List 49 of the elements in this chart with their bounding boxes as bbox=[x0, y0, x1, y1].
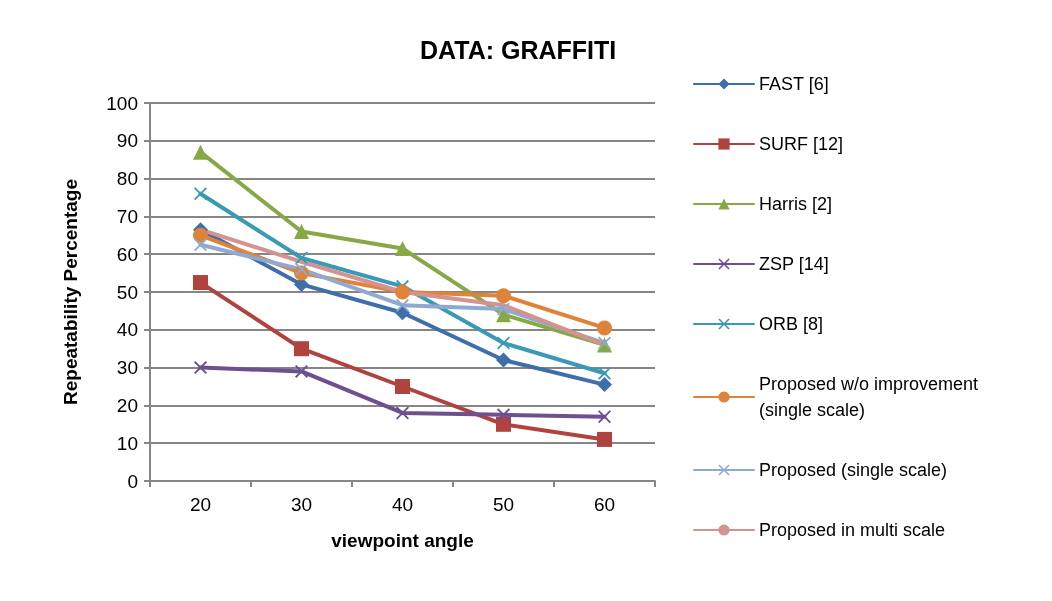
point bbox=[395, 379, 410, 394]
point bbox=[193, 275, 208, 291]
point bbox=[396, 298, 409, 312]
point bbox=[598, 410, 611, 424]
legend-label: Proposed (single scale) bbox=[759, 460, 948, 480]
legend-label: Harris [2] bbox=[759, 194, 833, 214]
x-tick-label: 60 bbox=[593, 494, 616, 515]
x-tick-label: 20 bbox=[189, 494, 212, 515]
point bbox=[496, 352, 511, 368]
y-tick-label: 10 bbox=[116, 432, 138, 454]
point bbox=[295, 364, 308, 378]
point bbox=[597, 377, 612, 393]
x-tick-label: 30 bbox=[290, 494, 313, 515]
point bbox=[194, 361, 207, 375]
point bbox=[597, 320, 612, 336]
point bbox=[395, 284, 410, 300]
legend-label: ZSP [14] bbox=[759, 254, 829, 274]
x-tick-label: 50 bbox=[492, 494, 515, 515]
y-tick-label: 40 bbox=[116, 319, 138, 341]
y-tick-label: 100 bbox=[106, 92, 138, 114]
y-tick-label: 70 bbox=[116, 205, 138, 227]
point bbox=[193, 144, 208, 160]
point bbox=[496, 416, 511, 432]
legend-label: Proposed in multi scale bbox=[759, 520, 946, 540]
x-axis-title: viewpoint angle bbox=[331, 530, 474, 551]
y-axis-title: Repeatability Percentage bbox=[60, 179, 81, 405]
point bbox=[598, 366, 611, 380]
y-tick-label: 80 bbox=[116, 168, 138, 190]
point bbox=[194, 238, 207, 252]
y-tick-label: 60 bbox=[116, 243, 138, 265]
point bbox=[496, 307, 511, 323]
point bbox=[496, 288, 511, 304]
y-tick-label: 20 bbox=[116, 394, 138, 416]
legend-label: SURF [12] bbox=[759, 134, 844, 154]
point bbox=[597, 431, 612, 447]
legend-label: FAST [6] bbox=[759, 74, 829, 94]
legend-label: ORB [8] bbox=[759, 314, 824, 334]
y-tick-label: 90 bbox=[116, 130, 138, 152]
y-tick-label: 30 bbox=[116, 357, 138, 379]
x-tick-label: 40 bbox=[391, 494, 414, 515]
legend-label: Proposed w/o improvement (single scale) bbox=[759, 374, 984, 420]
point bbox=[194, 187, 207, 201]
point bbox=[294, 341, 309, 357]
y-tick-label: 0 bbox=[127, 470, 138, 492]
chart-title: DATA: GRAFFITI bbox=[420, 35, 617, 64]
y-tick-label: 50 bbox=[116, 281, 138, 303]
point bbox=[294, 224, 309, 240]
point bbox=[395, 241, 410, 257]
point bbox=[295, 262, 308, 276]
